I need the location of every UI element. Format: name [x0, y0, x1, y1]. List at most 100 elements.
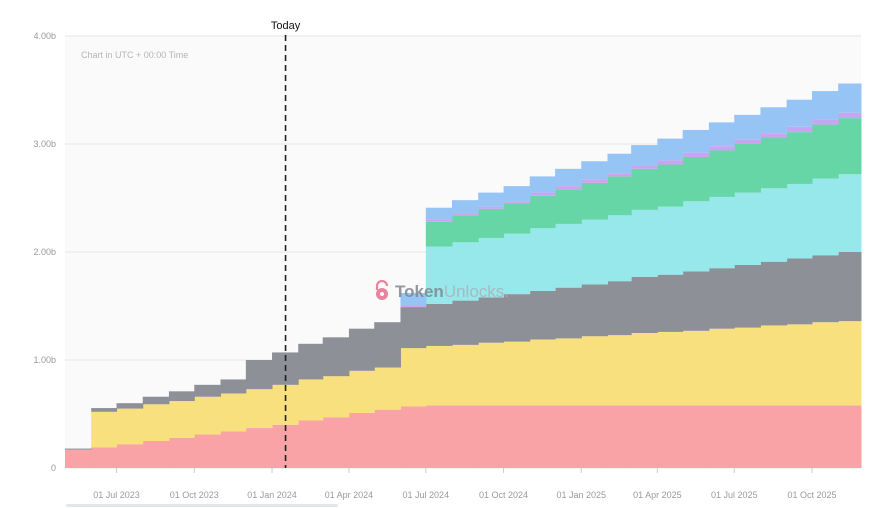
- area-step: [734, 405, 761, 468]
- area-step: [478, 192, 505, 207]
- area-step: [529, 228, 556, 291]
- area-step: [425, 405, 453, 468]
- area-step: [682, 330, 710, 406]
- area-step: [811, 405, 839, 468]
- area-step: [298, 343, 324, 380]
- series-0: [65, 405, 862, 468]
- area-step: [760, 405, 788, 468]
- area-step: [734, 327, 761, 406]
- area-step: [245, 428, 273, 468]
- series-4: [425, 118, 862, 247]
- area-step: [555, 186, 582, 190]
- area-step: [348, 412, 375, 468]
- range-scrollbar[interactable]: [66, 504, 338, 507]
- x-tick-label: 01 Oct 2024: [479, 490, 528, 500]
- area-step: [631, 405, 658, 468]
- series-5: [400, 112, 862, 308]
- area-step: [91, 408, 118, 412]
- area-step: [682, 156, 710, 202]
- area-step: [760, 188, 788, 262]
- area-step: [708, 146, 735, 151]
- area-step: [478, 206, 505, 209]
- area-step: [478, 297, 505, 343]
- y-tick-label: 4.00b: [33, 31, 56, 41]
- area-step: [786, 126, 813, 133]
- area-step: [734, 264, 761, 328]
- area-step: [607, 215, 632, 282]
- area-step: [786, 324, 813, 406]
- series-2: [65, 252, 862, 450]
- area-step: [478, 342, 505, 406]
- area-step: [142, 441, 170, 468]
- area-step: [838, 405, 862, 468]
- area-step: [581, 182, 608, 220]
- area-step: [142, 396, 170, 405]
- area-step: [708, 405, 735, 468]
- area-step: [374, 367, 401, 410]
- area-step: [631, 209, 658, 277]
- area-step: [734, 139, 761, 144]
- area-step: [400, 307, 427, 349]
- x-tick-label: 01 Apr 2025: [633, 490, 682, 500]
- area-step: [682, 405, 710, 468]
- area-step: [682, 201, 710, 272]
- area-step: [322, 417, 350, 468]
- y-tick-label: 2.00b: [33, 247, 56, 257]
- area-step: [194, 384, 221, 397]
- area-step: [116, 408, 144, 445]
- area-step: [838, 321, 862, 406]
- area-step: [581, 336, 608, 406]
- area-step: [838, 112, 862, 119]
- area-step: [168, 391, 195, 402]
- area-step: [708, 328, 735, 406]
- area-step: [322, 376, 350, 418]
- area-step: [452, 344, 479, 406]
- area-step: [555, 168, 582, 187]
- area-step: [838, 118, 862, 175]
- area-step: [400, 348, 427, 407]
- watermark: TokenUnlocks.: [375, 279, 509, 301]
- area-step: [503, 294, 531, 342]
- area-step: [708, 196, 735, 269]
- area-step: [607, 335, 632, 406]
- area-step: [374, 322, 401, 368]
- area-step: [298, 379, 324, 421]
- area-step: [682, 271, 710, 331]
- area-step: [194, 396, 221, 435]
- area-step: [503, 405, 531, 468]
- area-step: [245, 389, 273, 429]
- area-step: [452, 200, 479, 214]
- area-step: [657, 274, 684, 332]
- area-step: [811, 119, 839, 125]
- area-step: [529, 195, 556, 229]
- area-step: [734, 114, 761, 140]
- y-tick-label: 0: [51, 463, 56, 473]
- y-tick-label: 3.00b: [33, 139, 56, 149]
- area-step: [607, 281, 632, 336]
- area-step: [811, 178, 839, 256]
- area-step: [631, 333, 658, 406]
- area-step: [220, 431, 247, 468]
- area-step: [811, 322, 839, 406]
- area-step: [657, 164, 684, 207]
- area-step: [91, 411, 118, 448]
- area-step: [786, 183, 813, 259]
- area-step: [811, 255, 839, 323]
- area-step: [838, 83, 862, 113]
- area-step: [657, 405, 684, 468]
- area-step: [65, 448, 92, 450]
- area-step: [708, 268, 735, 329]
- lock-icon: [375, 279, 389, 300]
- area-step: [607, 176, 632, 216]
- area-step: [245, 360, 273, 390]
- area-step: [348, 328, 375, 371]
- series-6: [400, 83, 862, 306]
- area-step: [374, 409, 401, 468]
- area-step: [425, 221, 453, 247]
- area-step: [760, 137, 788, 189]
- area-step: [116, 403, 144, 409]
- area-step: [452, 405, 479, 468]
- x-tick-label: 01 Jul 2023: [93, 490, 140, 500]
- area-step: [478, 208, 505, 238]
- area-step: [811, 124, 839, 179]
